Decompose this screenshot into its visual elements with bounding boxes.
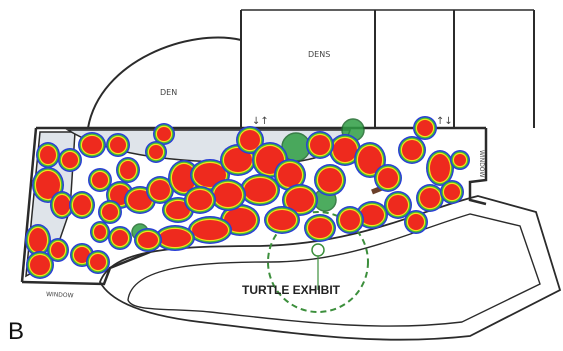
heatmap-blob [188,190,212,210]
heatmap-blob [214,183,242,207]
turtle-exhibit-circle [267,211,369,313]
heatmap-blob [62,152,78,168]
heatmap-blob [192,220,228,240]
heatmap-blob [40,146,56,164]
heatmap-blob [150,180,170,200]
heatmap-blob [444,184,460,200]
heatmap-blob [240,130,260,150]
heatmap-blob [224,208,256,232]
heatmap-blob [166,201,190,219]
heatmap-blob [29,228,47,252]
heatmap-blob [128,190,152,210]
heatmap-blob [286,188,314,212]
heatmap-blob [224,148,252,172]
heatmap-blob [112,230,128,246]
window-right-label: WINDOW [478,150,485,178]
heatmap-blob [172,164,196,192]
den-left-outline [87,36,242,129]
turtle-exhibit-inner [127,213,541,327]
heatmap-blob [92,172,108,188]
heatmap-blob [408,214,424,230]
heatmap-blob [244,178,276,202]
arrows-right-label: ↑↓ [436,116,453,127]
heatmap-blob [417,120,433,136]
heatmap-blob [333,138,357,162]
dens-right-label: DENS [308,50,330,59]
heatmap-blob [402,140,422,160]
heatmap-blob [308,218,332,238]
panel-label: B [8,318,25,345]
heatmap-blob [82,136,102,154]
heatmap-blob [360,205,384,225]
heatmap-blob [149,145,163,159]
heatmap-blob [318,168,342,192]
enclosure-left-wall [20,127,38,283]
heatmap-blob [378,168,398,188]
heatmap-blob [340,210,360,230]
heatmap [25,116,470,279]
heatmap-blob [268,210,296,230]
heatmap-blob [94,225,106,239]
enclosure-bottom-wall [21,250,151,286]
heatmap-blob [30,255,50,275]
heatmap-blob [420,188,440,208]
heatmap-blob [51,242,65,258]
heatmap-blob [194,163,226,187]
floorplan [20,9,562,341]
enclosure-right-wall [468,128,488,206]
heatmap-blob [138,232,158,248]
heatmap-blob [157,127,171,141]
heatmap-blob [54,195,70,215]
heatmap-blob [278,163,302,187]
heatmap-blob [430,154,450,182]
heatmap-blob [74,247,90,263]
heatmap-blob [454,154,466,166]
turtle-exhibit-outer [99,195,562,341]
window-bottom-label: WINDOW [46,291,74,299]
den-left-label: DEN [160,88,177,97]
heatmap-blob [102,204,118,220]
heatmap-blob [90,254,106,270]
heatmap-blob [120,161,136,179]
heatmap-blob [358,146,382,174]
arrows-left-label: ↓↑ [252,116,269,127]
heatmap-blob [159,229,191,247]
heatmap-blob [388,195,408,215]
turtle-exhibit-label: TURTLE EXHIBIT [242,283,341,297]
heatmap-blob [73,195,91,215]
heatmap-blob [36,171,60,199]
heatmap-blob [310,135,330,155]
heatmap-blob [110,137,126,153]
